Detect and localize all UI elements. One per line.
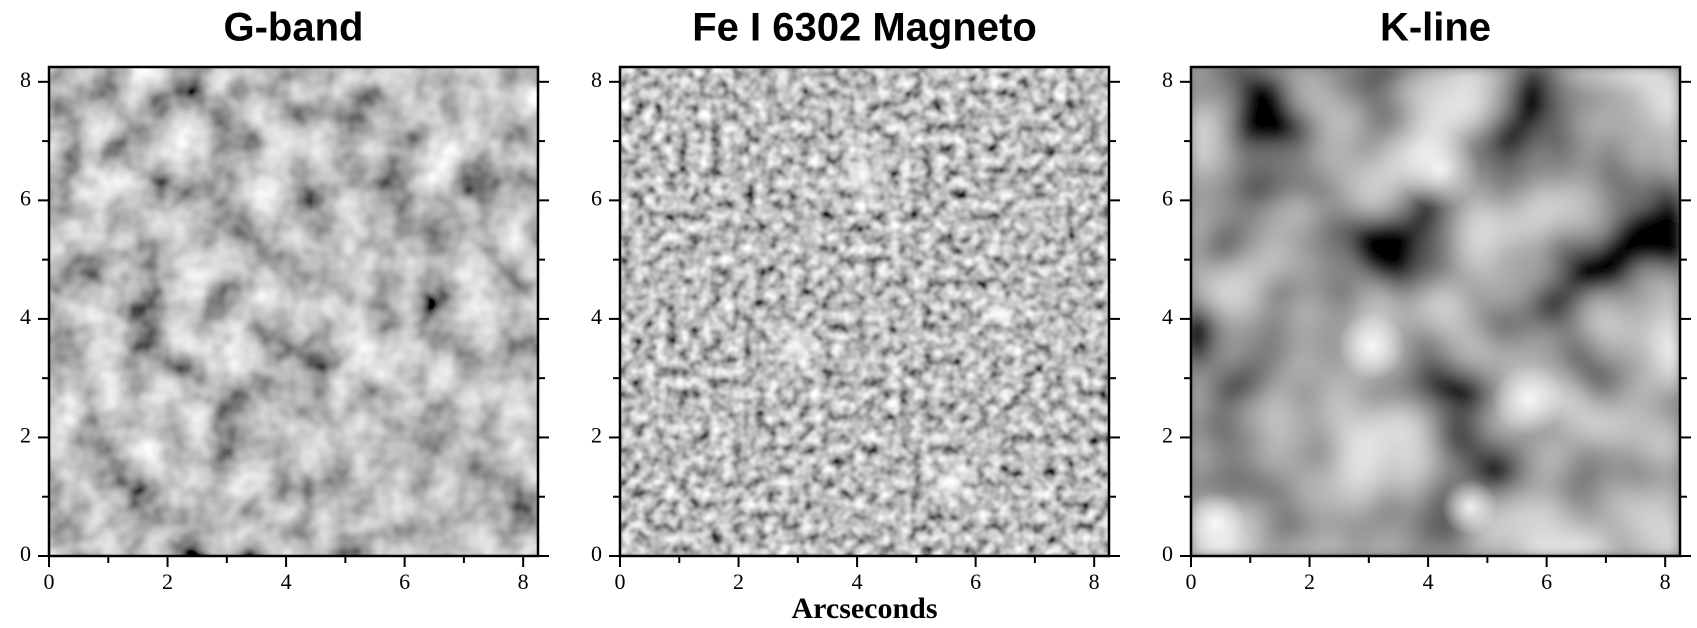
y-tick-label: 8: [591, 67, 602, 92]
bright-feature: [1492, 364, 1564, 436]
bright-feature: [1338, 312, 1406, 380]
bright-feature: [837, 147, 893, 203]
x-tick-label: 6: [970, 569, 981, 594]
y-tick-label: 2: [1162, 423, 1173, 448]
panel-title: Fe I 6302 Magneto: [692, 6, 1037, 50]
x-tick-label: 6: [1541, 569, 1552, 594]
x-tick-label: 8: [1089, 569, 1100, 594]
y-tick-label: 4: [1162, 304, 1173, 329]
bright-feature: [1400, 130, 1480, 210]
x-tick-label: 0: [1186, 569, 1197, 594]
y-tick-label: 8: [20, 67, 31, 92]
bright-feature: [1442, 479, 1498, 535]
bright-feature: [979, 290, 1023, 334]
x-tick-label: 2: [733, 569, 744, 594]
x-tick-label: 4: [1423, 569, 1434, 594]
y-tick-label: 6: [20, 185, 31, 210]
bright-feature: [927, 457, 979, 509]
x-axis-label: Arcseconds: [791, 592, 937, 625]
x-tick-label: 6: [399, 569, 410, 594]
bright-feature: [174, 397, 218, 441]
x-tick-label: 8: [1660, 569, 1671, 594]
bright-feature: [1185, 492, 1245, 552]
panel-title: K-line: [1380, 6, 1491, 50]
figure: G-band 0 2 4 6 8 0 2 4 6 8 Fe I 6302 Magneto 0 2 4 6 8 0 2…: [0, 0, 1697, 628]
image-texture: [620, 67, 1109, 556]
x-tick-label: 4: [852, 569, 863, 594]
y-tick-label: 0: [20, 541, 31, 566]
y-tick-label: 6: [591, 185, 602, 210]
y-tick-label: 6: [1162, 185, 1173, 210]
x-tick-label: 8: [518, 569, 529, 594]
y-tick-label: 8: [1162, 67, 1173, 92]
image-texture: [49, 67, 538, 556]
page: {"chart_data": [ {"type": "image", "titl…: [0, 0, 1697, 628]
x-tick-label: 2: [1304, 569, 1315, 594]
y-tick-label: 0: [1162, 541, 1173, 566]
y-tick-label: 0: [591, 541, 602, 566]
y-tick-label: 2: [20, 423, 31, 448]
x-tick-label: 0: [44, 569, 55, 594]
x-tick-label: 2: [162, 569, 173, 594]
x-tick-label: 0: [615, 569, 626, 594]
bright-feature: [362, 355, 402, 395]
y-tick-label: 2: [591, 423, 602, 448]
y-tick-label: 4: [591, 304, 602, 329]
x-tick-label: 4: [281, 569, 292, 594]
bright-feature: [770, 320, 822, 372]
y-tick-label: 4: [20, 304, 31, 329]
panel-title: G-band: [224, 6, 364, 50]
